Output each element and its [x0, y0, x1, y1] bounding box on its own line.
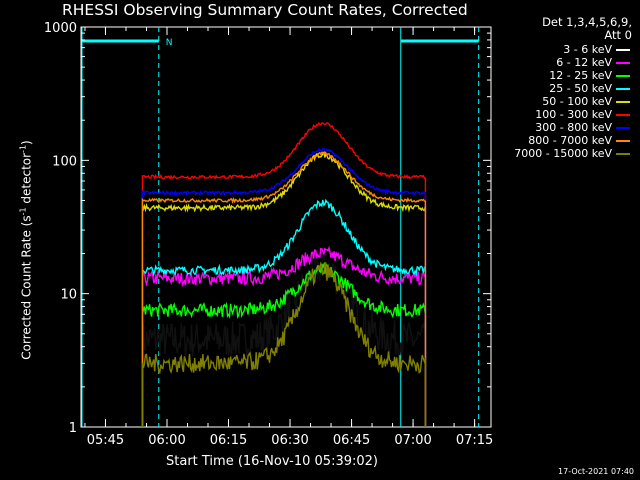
plot-frame — [80, 26, 492, 428]
x-tick-label: 06:15 — [210, 433, 247, 448]
legend-label: 12 - 25 keV — [549, 69, 612, 82]
series-line — [141, 151, 427, 427]
legend-swatch — [616, 88, 630, 90]
legend-label: 300 - 800 keV — [535, 121, 612, 134]
legend-swatch — [616, 49, 630, 51]
night-label: N — [166, 38, 173, 48]
legend-swatch — [616, 140, 630, 142]
attenuator-state: Att 0 — [604, 28, 632, 42]
timestamp: 17-Oct-2021 07:40 — [558, 467, 634, 476]
legend-swatch — [616, 101, 630, 103]
legend-entry: 3 - 6 keV — [484, 43, 634, 56]
x-tick-label: 07:00 — [394, 433, 431, 448]
x-tick-label: 06:45 — [333, 433, 370, 448]
x-tick-label: 06:30 — [271, 433, 308, 448]
x-tick-label: 06:00 — [148, 433, 185, 448]
x-tick-label: 07:15 — [456, 433, 493, 448]
y-axis-label: Corrected Count Rate (s-1 detector-1) — [18, 140, 34, 360]
y-tick-label: 100 — [52, 154, 77, 169]
y-tick-label: 1000 — [44, 21, 77, 36]
legend-label: 6 - 12 keV — [556, 56, 612, 69]
legend-swatch — [616, 127, 630, 129]
series-line — [141, 249, 427, 427]
legend-label: 3 - 6 keV — [563, 43, 612, 56]
legend: 3 - 6 keV 6 - 12 keV 12 - 25 keV 25 - 50 ke… — [484, 43, 634, 160]
x-axis-label: Start Time (16-Nov-10 05:39:02) — [166, 454, 378, 469]
y-tick-label: 1 — [69, 421, 77, 436]
legend-entry: 6 - 12 keV — [484, 56, 634, 69]
detector-list: Det 1,3,4,5,6,9, — [542, 15, 632, 29]
legend-entry: 25 - 50 keV — [484, 82, 634, 95]
legend-swatch — [616, 114, 630, 116]
legend-swatch — [616, 75, 630, 77]
legend-entry: 800 - 7000 keV — [484, 134, 634, 147]
legend-label: 25 - 50 keV — [549, 82, 612, 95]
chart-title: RHESSI Observing Summary Count Rates, Co… — [62, 1, 468, 19]
x-tick-label: 05:45 — [87, 433, 124, 448]
legend-swatch — [616, 153, 630, 155]
legend-label: 50 - 100 keV — [542, 95, 612, 108]
legend-entry: 100 - 300 keV — [484, 108, 634, 121]
legend-entry: 300 - 800 keV — [484, 121, 634, 134]
legend-entry: 12 - 25 keV — [484, 69, 634, 82]
series-line — [141, 147, 427, 427]
legend-entry: 50 - 100 keV — [484, 95, 634, 108]
series-line — [141, 198, 427, 427]
detector-info: Det 1,3,4,5,6,9, Att 0 — [542, 16, 632, 42]
series-line — [141, 261, 427, 427]
y-tick-label: 10 — [60, 288, 77, 303]
legend-entry: 7000 - 15000 keV — [484, 147, 634, 160]
legend-label: 100 - 300 keV — [535, 108, 612, 121]
legend-label: 800 - 7000 keV — [528, 134, 612, 147]
series-line — [141, 261, 427, 427]
series-line — [141, 122, 427, 427]
series-line — [141, 151, 427, 427]
series-line — [141, 245, 427, 427]
legend-swatch — [616, 62, 630, 64]
legend-label: 7000 - 15000 keV — [514, 147, 612, 160]
